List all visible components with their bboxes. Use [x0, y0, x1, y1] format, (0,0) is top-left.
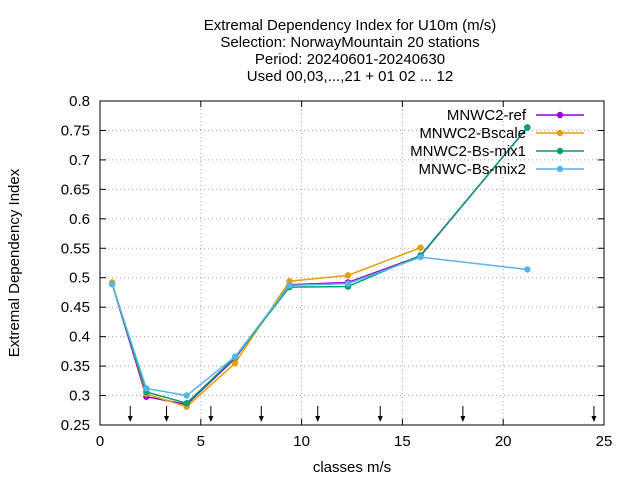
class-boundary-arrow-head — [315, 416, 321, 422]
legend-swatch-point-0 — [556, 111, 564, 119]
y-tick-label: 0.35 — [61, 358, 90, 375]
class-boundary-arrow-head — [208, 416, 214, 422]
x-tick-label: 0 — [96, 433, 104, 450]
x-axis-label: classes m/s — [313, 459, 391, 476]
legend: MNWC2-refMNWC2-BscaleMNWC2-Bs-mix1MNWC-B… — [410, 107, 584, 178]
class-boundary-arrow-head — [127, 416, 133, 422]
class-boundary-arrow-head — [591, 416, 597, 422]
y-tick-label: 0.6 — [69, 211, 90, 228]
series-point-3 — [231, 353, 239, 360]
title-line-1: Selection: NorwayMountain 20 stations — [220, 34, 479, 51]
grid-lines — [100, 101, 604, 425]
y-tick-label: 0.75 — [61, 122, 90, 139]
title-line-2: Period: 20240601-20240630 — [255, 51, 445, 68]
plot-frame — [99, 100, 605, 426]
legend-label-0: MNWC2-ref — [447, 107, 527, 124]
series-point-3 — [143, 385, 150, 392]
chart-title: Extremal Dependency Index for U10m (m/s)… — [204, 17, 497, 85]
x-tick-label: 25 — [596, 433, 613, 450]
legend-swatch-point-3 — [556, 165, 564, 173]
x-tick-label: 10 — [293, 433, 310, 450]
series-point-1 — [417, 244, 424, 251]
series-point-3 — [344, 280, 352, 287]
y-tick-label: 0.4 — [69, 329, 90, 346]
y-tick-label: 0.55 — [61, 240, 90, 257]
y-tick-label: 0.65 — [61, 181, 90, 198]
axis-ticks: 0 5 10 15 20 25 0.25 0.3 0.35 0.4 0.45 0.5 0.55 0.6 0.… — [61, 93, 613, 450]
series-point-3 — [417, 253, 424, 261]
series-point-2 — [183, 400, 190, 407]
x-tick-label: 15 — [394, 433, 411, 450]
legend-label-3: MNWC-Bs-mix2 — [419, 161, 526, 178]
title-line-3: Used 00,03,...,21 + 01 02 ... 12 — [247, 68, 453, 85]
legend-label-1: MNWC2-Bscale — [419, 125, 526, 142]
title-line-0: Extremal Dependency Index for U10m (m/s) — [204, 17, 497, 34]
series-lines — [108, 124, 531, 410]
series-line-3 — [111, 256, 528, 397]
series-point-2 — [524, 124, 531, 131]
class-boundary-arrow-head — [377, 416, 383, 422]
y-tick-label: 0.45 — [61, 299, 90, 316]
y-tick-label: 0.8 — [69, 93, 90, 110]
series-point-1 — [344, 272, 352, 279]
class-boundary-arrow-head — [164, 416, 170, 422]
class-boundary-arrow-head — [258, 416, 264, 422]
series-point-3 — [108, 281, 116, 288]
series-point-1 — [231, 359, 239, 367]
class-boundary-arrow-head — [460, 416, 466, 422]
series-point-3 — [524, 266, 531, 273]
series-line-1 — [111, 246, 421, 408]
series-point-3 — [183, 392, 190, 399]
legend-label-2: MNWC2-Bs-mix1 — [410, 143, 526, 160]
y-tick-label: 0.3 — [69, 388, 90, 405]
x-tick-label: 20 — [495, 433, 512, 450]
class-boundary-arrows — [127, 406, 597, 422]
legend-swatch-point-2 — [556, 147, 564, 155]
y-tick-label: 0.5 — [69, 270, 90, 287]
legend-swatch-point-1 — [556, 129, 564, 137]
series-point-3 — [286, 282, 293, 289]
x-tick-label: 5 — [197, 433, 205, 450]
y-tick-label: 0.7 — [69, 152, 90, 169]
y-axis-label: Extremal Dependency Index — [6, 168, 23, 357]
y-tick-label: 0.25 — [61, 417, 90, 434]
